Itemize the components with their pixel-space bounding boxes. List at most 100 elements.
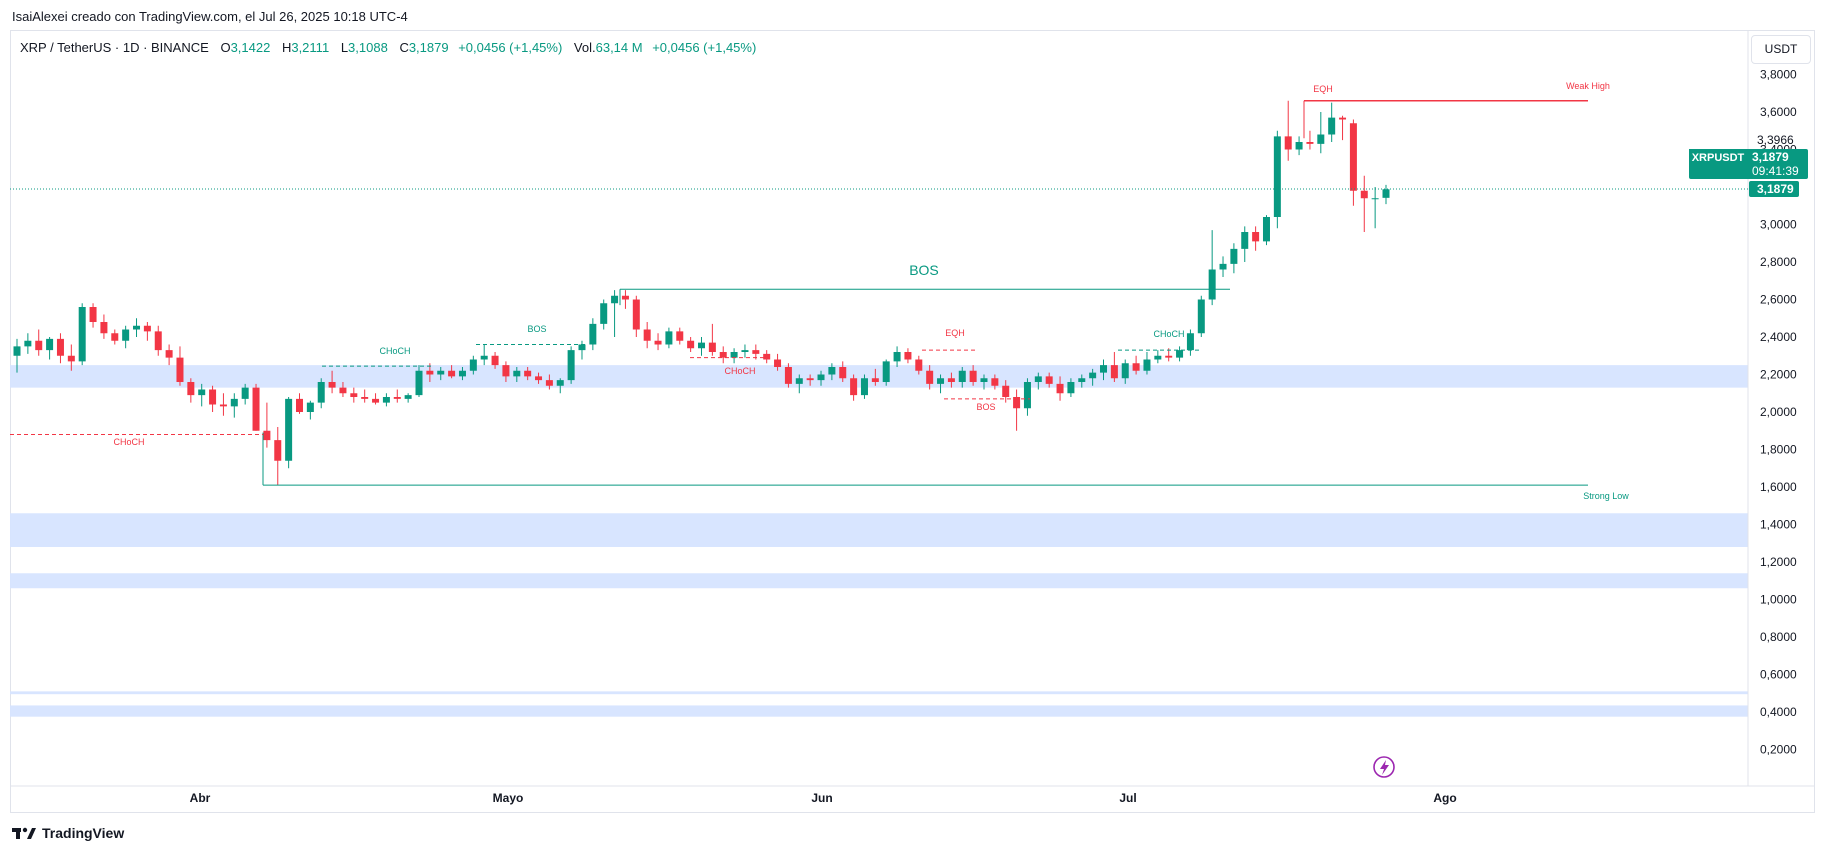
candle-body bbox=[198, 389, 206, 396]
y-tick-label: 2,6000 bbox=[1760, 293, 1797, 307]
volume-label: Vol. bbox=[573, 40, 596, 55]
candle-body bbox=[665, 331, 673, 345]
y-tick-label: 2,0000 bbox=[1760, 405, 1797, 419]
ticker-tag-label: XRPUSDT bbox=[1692, 152, 1745, 164]
candle-body bbox=[1349, 123, 1357, 191]
candle-body bbox=[491, 355, 499, 366]
candle-body bbox=[404, 395, 412, 399]
candle-body bbox=[567, 350, 575, 381]
candle-body bbox=[513, 370, 521, 377]
candle-body bbox=[458, 370, 466, 377]
candle-body bbox=[1121, 363, 1129, 379]
chart-caption: IsaiAlexei creado con TradingView.com, e… bbox=[12, 9, 408, 24]
x-tick-label: Abr bbox=[190, 791, 211, 805]
structure-label: CHoCH bbox=[379, 346, 410, 356]
low-label: L bbox=[340, 40, 349, 55]
candle-body bbox=[448, 370, 456, 377]
footer-brand[interactable]: TradingView bbox=[12, 825, 124, 841]
candle-body bbox=[361, 397, 369, 399]
candle-body bbox=[1262, 217, 1270, 242]
candle-body bbox=[1154, 355, 1162, 360]
candle-body bbox=[1219, 263, 1227, 270]
y-tick-label: 2,8000 bbox=[1760, 255, 1797, 269]
structure-label: BOS bbox=[909, 262, 939, 278]
open-value: 3,1422 bbox=[230, 40, 271, 55]
demand-zone-3 bbox=[10, 691, 1748, 695]
candle-body bbox=[1023, 382, 1031, 409]
candle-body bbox=[524, 370, 532, 377]
candle-body bbox=[839, 367, 847, 379]
candle-body bbox=[372, 398, 380, 403]
candle-body bbox=[556, 380, 564, 386]
candle-body bbox=[1110, 365, 1118, 379]
candle-body bbox=[143, 325, 151, 332]
candle-body bbox=[78, 307, 86, 362]
candle-body bbox=[502, 365, 510, 377]
candle-body bbox=[295, 398, 303, 412]
candle-body bbox=[882, 361, 890, 382]
candle-body bbox=[56, 338, 64, 356]
candle-body bbox=[600, 303, 608, 324]
close-value: 3,1879 bbox=[408, 40, 449, 55]
candle-body bbox=[1317, 134, 1325, 144]
candle-body bbox=[850, 378, 858, 396]
y-tick-label: 1,6000 bbox=[1760, 480, 1797, 494]
y-tick-label: 1,0000 bbox=[1760, 593, 1797, 607]
candle-body bbox=[176, 357, 184, 382]
candle-body bbox=[1089, 372, 1097, 379]
candle-body bbox=[1132, 363, 1140, 371]
y-tick-label: 1,4000 bbox=[1760, 518, 1797, 532]
demand-zone-0 bbox=[10, 365, 1748, 388]
candle-body bbox=[1176, 350, 1184, 358]
y-tick-label: 2,4000 bbox=[1760, 330, 1797, 344]
lightning-bolt-icon bbox=[1380, 760, 1389, 775]
structure-label: CHoCH bbox=[113, 437, 144, 447]
y-tick-label: 3,8000 bbox=[1760, 68, 1797, 82]
candle-body bbox=[1002, 385, 1010, 397]
candle-body bbox=[774, 359, 782, 367]
price-change: +0,0456 (+1,45%) bbox=[458, 40, 563, 55]
candle-body bbox=[578, 344, 586, 351]
candle-body bbox=[1143, 359, 1151, 371]
candle-body bbox=[937, 378, 945, 384]
candle-body bbox=[1252, 232, 1260, 242]
candle-body bbox=[817, 374, 825, 381]
open-label: O bbox=[220, 40, 231, 55]
candle-body bbox=[165, 350, 173, 358]
structure-label: Weak High bbox=[1566, 81, 1610, 91]
y-tick-label: 3,6000 bbox=[1760, 105, 1797, 119]
candle-body bbox=[1382, 189, 1390, 198]
candle-body bbox=[274, 440, 282, 461]
candle-body bbox=[676, 331, 684, 341]
structure-label: Strong Low bbox=[1583, 491, 1629, 501]
y-tick-label: 0,4000 bbox=[1760, 705, 1797, 719]
structure-label: CHoCH bbox=[724, 366, 755, 376]
volume-value: 63,14 M bbox=[595, 40, 643, 55]
demand-zone-1 bbox=[10, 513, 1748, 547]
candle-body bbox=[469, 359, 477, 371]
symbol-name[interactable]: XRP / TetherUS · 1D · BINANCE bbox=[20, 40, 209, 55]
candle-body bbox=[947, 378, 955, 382]
candle-body bbox=[328, 382, 336, 388]
volume-change: +0,0456 (+1,45%) bbox=[652, 40, 757, 55]
candle-body bbox=[1273, 136, 1281, 217]
lightning-icon bbox=[1373, 756, 1395, 778]
demand-zone-2 bbox=[10, 573, 1748, 589]
demand-zone-4 bbox=[10, 705, 1748, 717]
candle-body bbox=[1241, 232, 1249, 249]
candle-body bbox=[263, 430, 271, 441]
high-label: H bbox=[281, 40, 292, 55]
candle-body bbox=[806, 378, 814, 381]
candle-body bbox=[241, 387, 249, 399]
candle-body bbox=[1056, 383, 1064, 394]
candle-body bbox=[339, 387, 347, 394]
candle-body bbox=[589, 323, 597, 345]
y-tick-label: 3,0000 bbox=[1760, 218, 1797, 232]
candle-body bbox=[1208, 269, 1216, 300]
candle-body bbox=[1186, 333, 1194, 351]
currency-unit-button[interactable]: USDT bbox=[1751, 35, 1811, 64]
low-value: 3,1088 bbox=[348, 40, 388, 55]
candle-body bbox=[122, 329, 130, 341]
candle-body bbox=[89, 307, 97, 322]
